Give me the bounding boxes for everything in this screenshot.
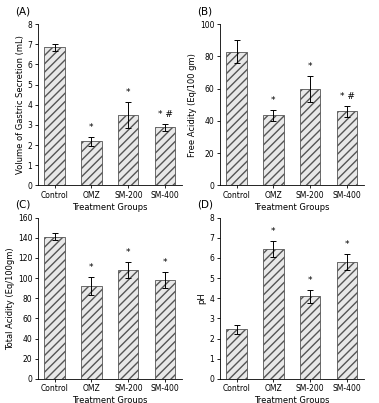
Y-axis label: Total Acidity (Eq/100gm): Total Acidity (Eq/100gm) <box>6 247 15 349</box>
Bar <box>226 330 247 379</box>
Text: (A): (A) <box>15 6 30 16</box>
Bar <box>155 280 175 379</box>
Bar <box>337 111 357 185</box>
Text: *: * <box>308 62 313 71</box>
Y-axis label: pH: pH <box>197 292 207 304</box>
Bar <box>81 141 102 185</box>
Text: * #: * # <box>340 92 355 101</box>
Text: *: * <box>308 276 313 285</box>
Y-axis label: Free Acidity (Eq/100 gm): Free Acidity (Eq/100 gm) <box>188 53 197 157</box>
Text: *: * <box>345 241 349 249</box>
Text: (B): (B) <box>197 6 212 16</box>
Bar <box>155 127 175 185</box>
Bar <box>118 270 138 379</box>
Bar <box>337 262 357 379</box>
Text: (C): (C) <box>15 199 31 210</box>
Text: *: * <box>89 123 94 132</box>
X-axis label: Treatment Groups: Treatment Groups <box>72 396 148 403</box>
Text: (D): (D) <box>197 199 213 210</box>
X-axis label: Treatment Groups: Treatment Groups <box>254 396 330 403</box>
Bar <box>226 52 247 185</box>
Bar <box>81 286 102 379</box>
Bar <box>44 47 65 185</box>
Text: * #: * # <box>158 110 173 119</box>
Bar <box>118 115 138 185</box>
Text: *: * <box>271 227 276 236</box>
Bar <box>263 249 283 379</box>
Bar <box>300 89 320 185</box>
Text: *: * <box>271 96 276 105</box>
Text: *: * <box>126 88 131 97</box>
Bar <box>300 296 320 379</box>
Text: *: * <box>163 258 168 267</box>
Bar <box>44 237 65 379</box>
X-axis label: Treatment Groups: Treatment Groups <box>254 203 330 212</box>
Y-axis label: Volume of Gastric Secretion (mL): Volume of Gastric Secretion (mL) <box>16 35 25 174</box>
X-axis label: Treatment Groups: Treatment Groups <box>72 203 148 212</box>
Bar <box>263 115 283 185</box>
Text: *: * <box>89 263 94 272</box>
Text: *: * <box>126 248 131 257</box>
